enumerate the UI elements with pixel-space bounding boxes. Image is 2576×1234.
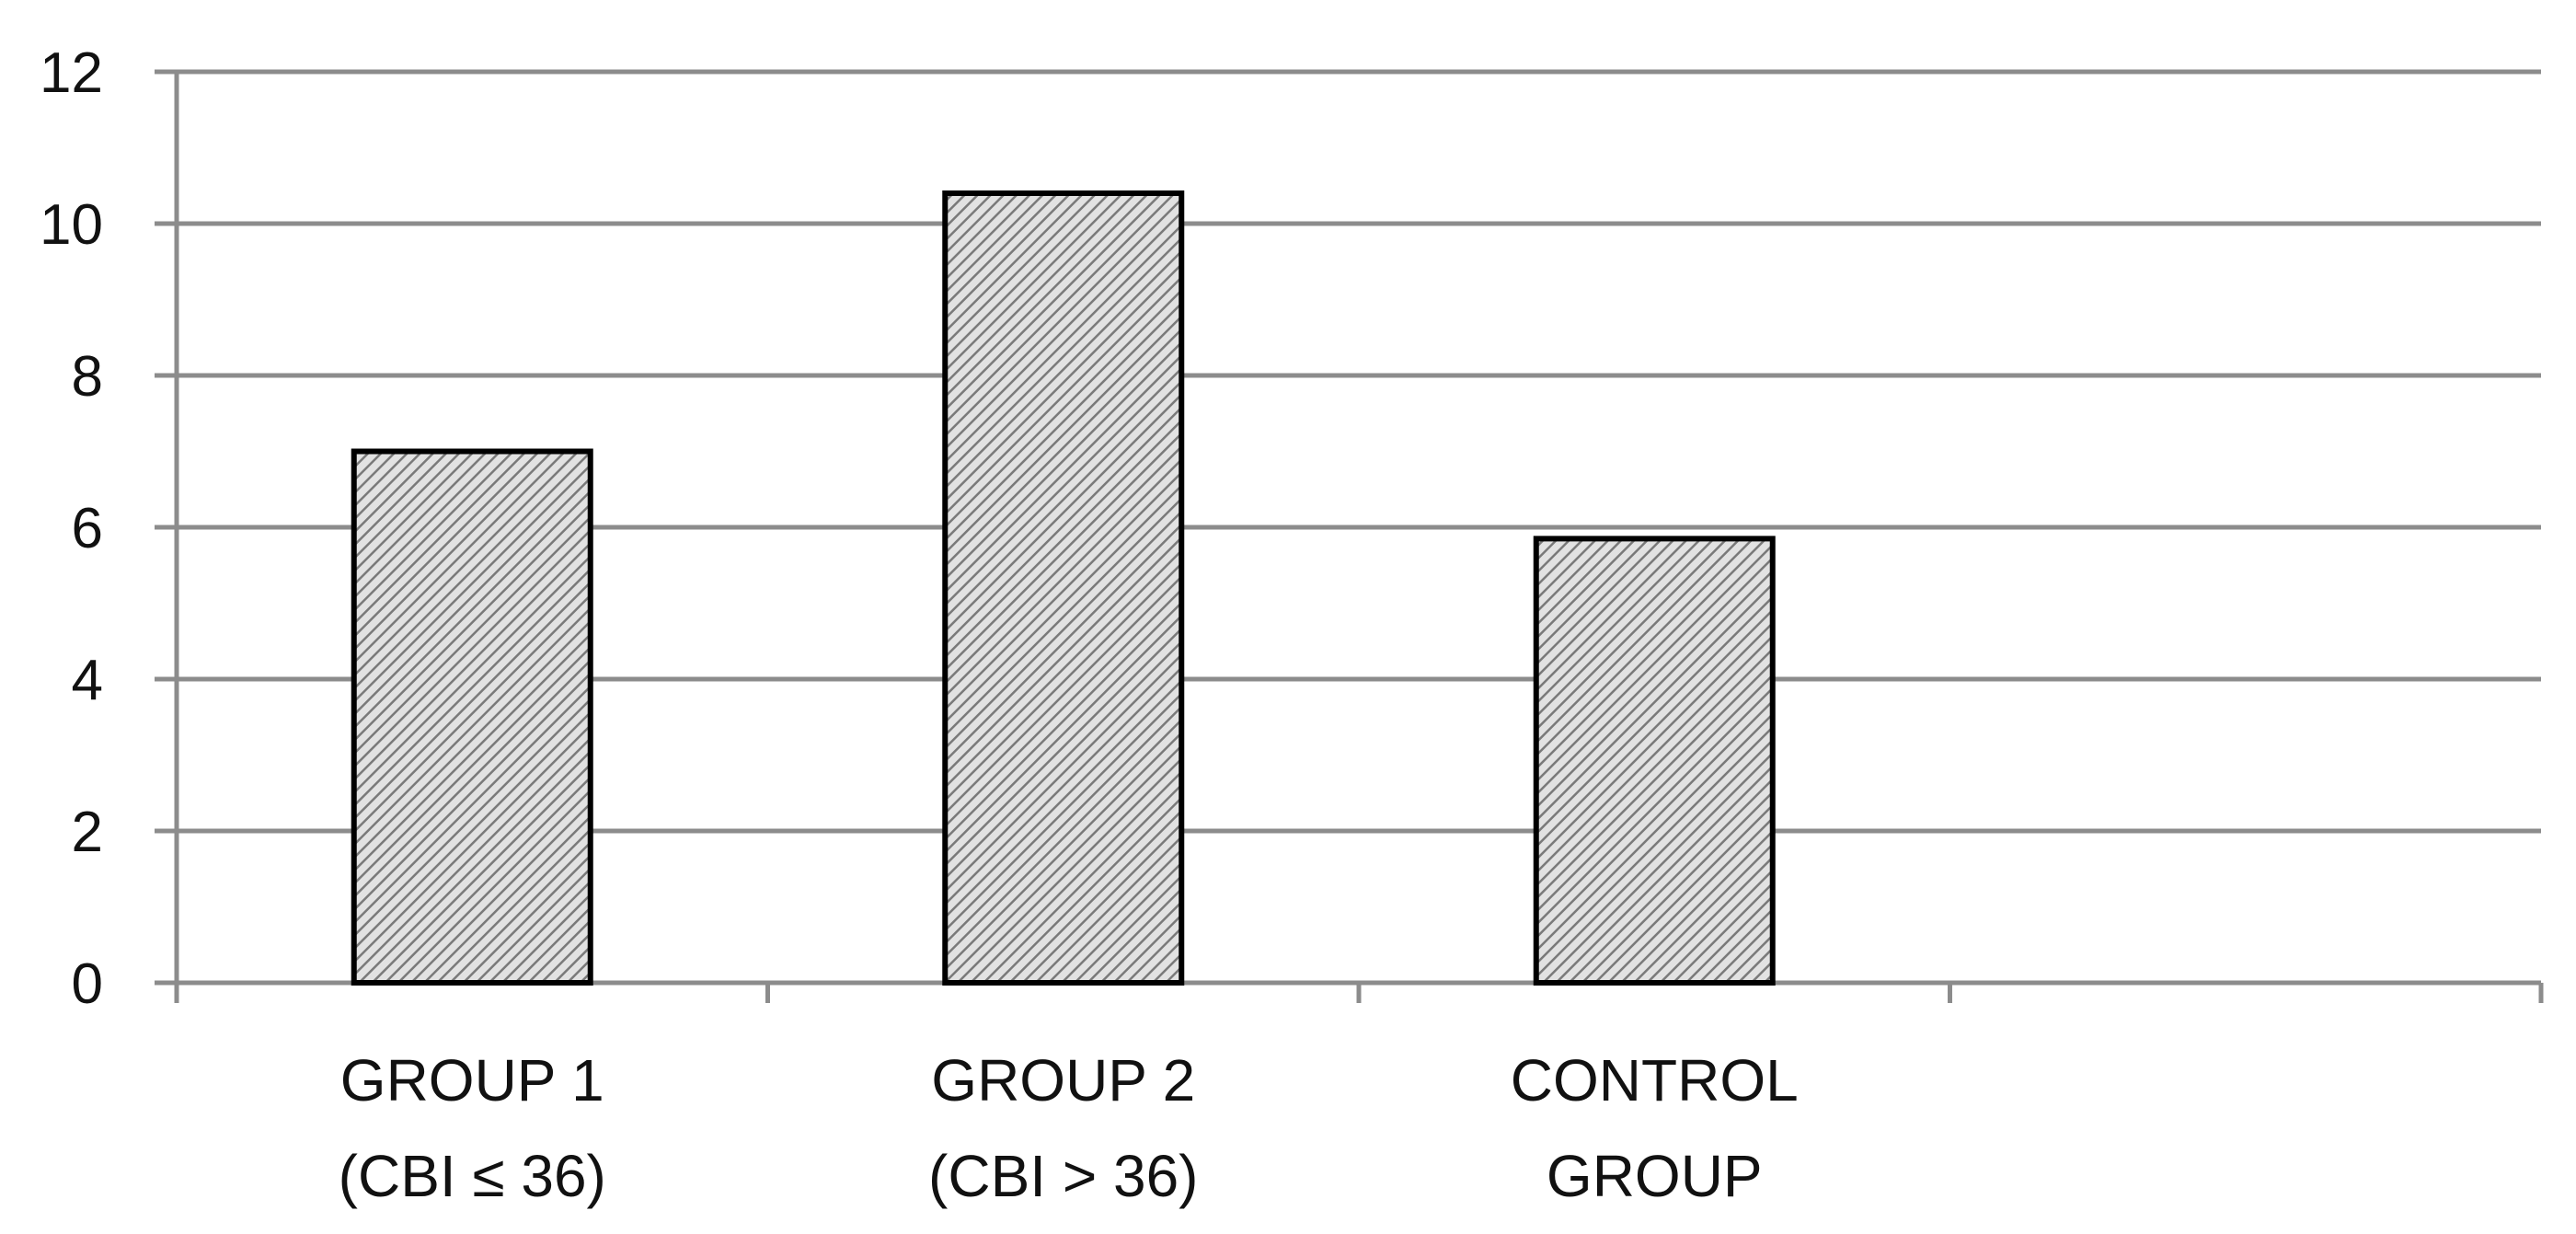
y-tick-label: 10 bbox=[40, 193, 103, 257]
x-category-label: (CBI ≤ 36) bbox=[339, 1143, 606, 1209]
y-tick-label: 8 bbox=[72, 345, 103, 409]
y-tick-label: 0 bbox=[72, 952, 103, 1016]
bar-2 bbox=[1533, 536, 1776, 986]
x-category-label: GROUP 2 bbox=[931, 1047, 1195, 1113]
y-tick-label: 4 bbox=[72, 649, 103, 712]
x-category-label: GROUP 1 bbox=[340, 1047, 604, 1113]
x-category-label: CONTROL bbox=[1511, 1047, 1799, 1113]
bar-1 bbox=[942, 190, 1185, 986]
bars bbox=[351, 190, 1776, 986]
y-tick-label: 2 bbox=[72, 801, 103, 864]
x-category-label: GROUP bbox=[1547, 1143, 1763, 1209]
y-tick-label: 6 bbox=[72, 497, 103, 560]
x-category-label: (CBI > 36) bbox=[928, 1143, 1198, 1209]
labels: 0 2 4 6 8 10 12 GROUP 1 (CBI ≤ 36) GROUP 2 (CBI > … bbox=[40, 41, 1799, 1209]
bar-0 bbox=[351, 448, 593, 986]
y-tick-label: 12 bbox=[40, 41, 103, 105]
axes bbox=[174, 72, 2544, 1003]
